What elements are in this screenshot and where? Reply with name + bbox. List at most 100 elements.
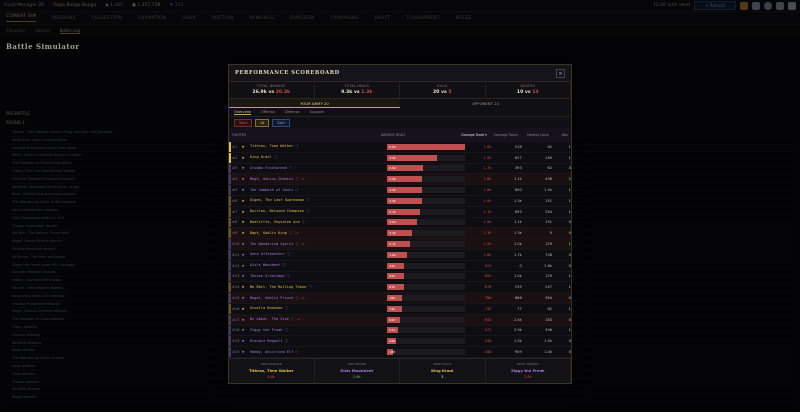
table-row[interactable]: #15 ★ Bogel, Goblin Prince ⓘ +1 · 786 786 868…	[229, 293, 571, 304]
table-row[interactable]: #12 ★ Gizis Moonbeet ⓘ · 910 910 0 2.6k 0	[229, 260, 571, 272]
tier-accent	[229, 271, 231, 282]
table-row[interactable]: #13 ★ Thosse Grimlodge ⓘ · 892 892 1.0k 129 1	[229, 271, 571, 283]
more-icon[interactable]: ·	[288, 338, 293, 343]
more-icon[interactable]: ·	[305, 219, 310, 224]
subtab-defense[interactable]: Defense	[284, 110, 300, 114]
damage-bar: 876	[387, 284, 465, 291]
tier-accent	[229, 142, 231, 152]
info-icon[interactable]: ⓘ	[293, 241, 300, 246]
col-damage-dealt-bar[interactable]: DAMAGE DEALT	[380, 133, 406, 137]
more-icon[interactable]: ·	[298, 230, 303, 235]
info-icon[interactable]: ⓘ	[280, 263, 287, 268]
info-icon[interactable]: ⓘ	[293, 187, 300, 192]
info-icon[interactable]: ⓘ	[286, 230, 293, 235]
more-icon[interactable]: ·	[277, 155, 282, 160]
info-icon[interactable]: ⓘ	[293, 349, 300, 354]
fighter-name-text: Ashe Offetmether	[249, 252, 285, 257]
damage-dealt: 740	[484, 306, 492, 311]
more-icon[interactable]: ·	[299, 187, 304, 192]
more-icon[interactable]: ·	[304, 295, 309, 300]
info-icon[interactable]: ⓘ	[271, 155, 278, 160]
filter-both-chip[interactable]: Both	[272, 118, 290, 127]
healing-done: 62	[547, 306, 553, 311]
more-icon[interactable]: ·	[288, 327, 293, 332]
rank: #13	[232, 274, 240, 279]
more-icon[interactable]: ·	[290, 252, 295, 257]
fighter-name: Drandra Regaalt ⓘ ·	[250, 339, 387, 344]
more-icon[interactable]: ·	[288, 306, 293, 311]
table-row[interactable]: #19 ★ Drandra Regaalt ⓘ · 438 438 1.5k 1.5k 0	[229, 336, 571, 348]
info-icon[interactable]: ⓘ	[286, 165, 293, 170]
table-row[interactable]: #10 ★ The Wandering Spirit ⓘ +1 · 2.1k 1.2k 1…	[229, 239, 571, 250]
info-icon[interactable]: ⓘ	[282, 327, 289, 332]
healing-done: 62	[547, 144, 553, 149]
info-icon[interactable]: ⓘ	[293, 144, 300, 149]
tab-opponent[interactable]: OPPONENT 20	[472, 101, 499, 106]
info-icon[interactable]: ⓘ	[293, 176, 300, 181]
info-icon[interactable]: ⓘ	[299, 219, 306, 224]
table-row[interactable]: #11 ★ Ashe Offetmether ⓘ · 1.8k 1.8k 1.7k 708…	[229, 249, 571, 261]
fighter-name: Ziggy the Freak ⓘ ·	[250, 328, 387, 333]
close-button[interactable]: ×	[556, 68, 565, 78]
damage-bar: 786	[387, 295, 465, 302]
table-row[interactable]: #3 ★ Grubba Frostbreed ⓘ · 2.9k 1.7k 393 62 3	[229, 163, 571, 175]
info-icon[interactable]: ⓘ	[284, 273, 291, 278]
table-row[interactable]: #20 ★ Hobby, Uncircled Elf ⓘ · 188 188 909 1.…	[229, 347, 571, 358]
col-kills[interactable]: Kills	[561, 133, 568, 137]
table-row[interactable]: #18 ★ Ziggy the Freak ⓘ · 572 572 2.9k 396 1	[229, 325, 571, 337]
info-icon[interactable]: ⓘ	[284, 252, 291, 257]
subtab-offense[interactable]: Offense	[260, 110, 275, 114]
stat-opponent: 1.3k	[361, 90, 373, 95]
filter-team-chip[interactable]: Team	[234, 118, 253, 127]
damage-bar-fill	[387, 219, 417, 226]
damage-bar-label: 6.0k	[389, 144, 396, 149]
subtab-overview[interactable]: Overview	[234, 109, 251, 115]
table-row[interactable]: #1 ★ Tithrax, Time Walker ⓘ · 6.0k 1.0k 518 6…	[229, 142, 571, 153]
more-icon[interactable]: ·	[309, 198, 315, 203]
kills: 0	[568, 339, 571, 344]
table-row[interactable]: #2 ★ King Kraul ⓘ · 3.9k 1.2k 627 289 1	[229, 152, 571, 164]
info-icon[interactable]: ⓘ	[304, 198, 310, 203]
table-row[interactable]: #8 ★ Bealittle, Skyvalee Ace ⓘ · 2.5k 1.5k 1…	[229, 217, 571, 229]
info-icon[interactable]: ⓘ	[288, 317, 295, 322]
fighter-name: Grubba Frostbreed ⓘ ·	[250, 166, 387, 171]
table-row[interactable]: #16 ★ Scuella Redshoe ⓘ · 740 740 77 62 1	[229, 303, 571, 315]
info-icon[interactable]: ⓘ	[282, 306, 289, 311]
more-icon[interactable]: ·	[304, 176, 309, 181]
table-row[interactable]: #7 ★ Ducrlan, Beloved Champion ⓘ · 2.7k 1.7…	[229, 206, 571, 218]
info-icon[interactable]: ⓘ	[306, 284, 313, 289]
more-icon[interactable]: ·	[299, 349, 304, 354]
more-icon[interactable]: ·	[299, 144, 304, 149]
damage-taken: 0	[519, 263, 522, 268]
table-row[interactable]: #5 ★ The Sabbath of Souls ⓘ · 2.9k 1.8k 800 1…	[229, 185, 571, 196]
table-row[interactable]: #14 ★ Mo Bhit, The Rolling Thone ⓘ · 876 87…	[229, 282, 571, 294]
fighter-name: Thosse Grimlodge ⓘ ·	[250, 274, 387, 279]
more-icon[interactable]: ·	[309, 209, 315, 214]
col-fighter[interactable]: FIGHTER	[232, 133, 246, 137]
filter-all-chip[interactable]: All	[255, 118, 270, 127]
tab-your-army[interactable]: YOUR ARMY 20	[229, 99, 400, 108]
info-icon[interactable]: ⓘ	[304, 209, 310, 214]
col-healing-done[interactable]: Healing Done	[527, 133, 549, 137]
col-damage-taken[interactable]: Damage Taken	[494, 133, 518, 137]
damage-bar: 2.9k	[387, 176, 465, 183]
more-icon[interactable]: ·	[312, 284, 317, 289]
info-icon[interactable]: ⓘ	[282, 338, 289, 343]
more-icon[interactable]: ·	[300, 317, 305, 322]
table-row[interactable]: #17 ★ Ni Akmar, The Vine ⓘ +1 · 643 643 2.4k 1…	[229, 314, 571, 326]
more-icon[interactable]: ·	[290, 273, 295, 278]
damage-taken: 868	[514, 296, 522, 301]
table-row[interactable]: #6 ★ Olgen, The Last Swordsman ⓘ · 2.9k 1.9…	[229, 195, 571, 207]
table-row[interactable]: #9 ★ Bapt, Goblin King ⓘ +1 · 2.2k 1.3k 1.3k 0…	[229, 228, 571, 240]
table-row[interactable]: #4 ★ Megh, Genius Chemist ⓘ +1 · 2.9k 1.8k 1.…	[229, 174, 571, 186]
tier-accent	[229, 260, 231, 271]
kills: 0	[568, 296, 571, 301]
healing-done: 151	[545, 198, 553, 203]
info-icon[interactable]: ⓘ	[293, 295, 300, 300]
more-icon[interactable]: ·	[292, 165, 297, 170]
more-icon[interactable]: ·	[286, 263, 291, 268]
awards-footer: MVP DAMAGE Tithrax, Time Walker 6.0k TOP HE…	[229, 358, 571, 383]
col-damage-dealt[interactable]: Damage Dealt ▾	[461, 133, 487, 137]
subtab-support[interactable]: Support	[309, 110, 324, 114]
more-icon[interactable]: ·	[304, 241, 309, 246]
